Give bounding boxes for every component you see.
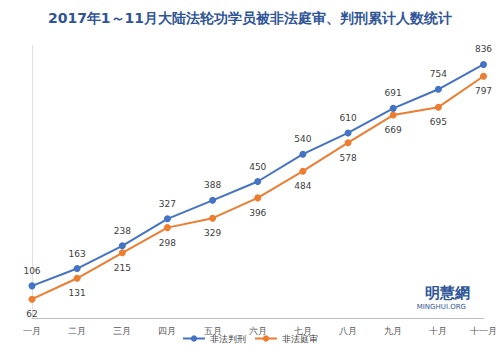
svg-text:163: 163 bbox=[69, 249, 86, 259]
svg-text:215: 215 bbox=[114, 263, 131, 273]
svg-text:610: 610 bbox=[339, 113, 356, 123]
svg-text:MINGHUI.ORG: MINGHUI.ORG bbox=[417, 303, 466, 311]
svg-text:695: 695 bbox=[430, 117, 447, 127]
svg-text:一月: 一月 bbox=[23, 326, 41, 336]
svg-text:131: 131 bbox=[69, 288, 86, 298]
svg-text:非法判刑: 非法判刑 bbox=[210, 334, 246, 344]
svg-text:106: 106 bbox=[23, 266, 40, 276]
svg-text:九月: 九月 bbox=[384, 326, 402, 336]
svg-text:62: 62 bbox=[26, 309, 37, 319]
svg-text:484: 484 bbox=[294, 181, 311, 191]
svg-text:754: 754 bbox=[430, 69, 447, 79]
svg-text:797: 797 bbox=[475, 86, 492, 96]
svg-text:329: 329 bbox=[204, 228, 221, 238]
svg-text:836: 836 bbox=[475, 44, 492, 54]
svg-text:六月: 六月 bbox=[249, 326, 267, 336]
svg-text:2017年1～11月大陆法轮功学员被非法庭审、判刑累计人数统: 2017年1～11月大陆法轮功学员被非法庭审、判刑累计人数统计 bbox=[48, 10, 452, 26]
svg-text:238: 238 bbox=[114, 226, 131, 236]
svg-text:十一月: 十一月 bbox=[470, 326, 497, 336]
svg-text:691: 691 bbox=[385, 88, 402, 98]
svg-text:327: 327 bbox=[159, 199, 176, 209]
svg-text:非法庭审: 非法庭审 bbox=[282, 334, 318, 344]
svg-text:明慧網: 明慧網 bbox=[425, 284, 470, 302]
svg-text:669: 669 bbox=[385, 125, 402, 135]
svg-text:450: 450 bbox=[249, 162, 266, 172]
svg-text:二月: 二月 bbox=[68, 326, 86, 336]
svg-text:八月: 八月 bbox=[339, 326, 357, 336]
svg-text:五月: 五月 bbox=[203, 325, 222, 336]
svg-text:十月: 十月 bbox=[429, 326, 447, 336]
svg-text:三月: 三月 bbox=[113, 326, 131, 336]
svg-text:396: 396 bbox=[249, 208, 266, 218]
svg-text:四月: 四月 bbox=[158, 326, 176, 336]
svg-text:388: 388 bbox=[204, 180, 221, 190]
svg-text:298: 298 bbox=[159, 238, 176, 248]
svg-text:578: 578 bbox=[339, 153, 356, 163]
svg-text:七月: 七月 bbox=[293, 325, 312, 336]
svg-text:540: 540 bbox=[294, 134, 311, 144]
